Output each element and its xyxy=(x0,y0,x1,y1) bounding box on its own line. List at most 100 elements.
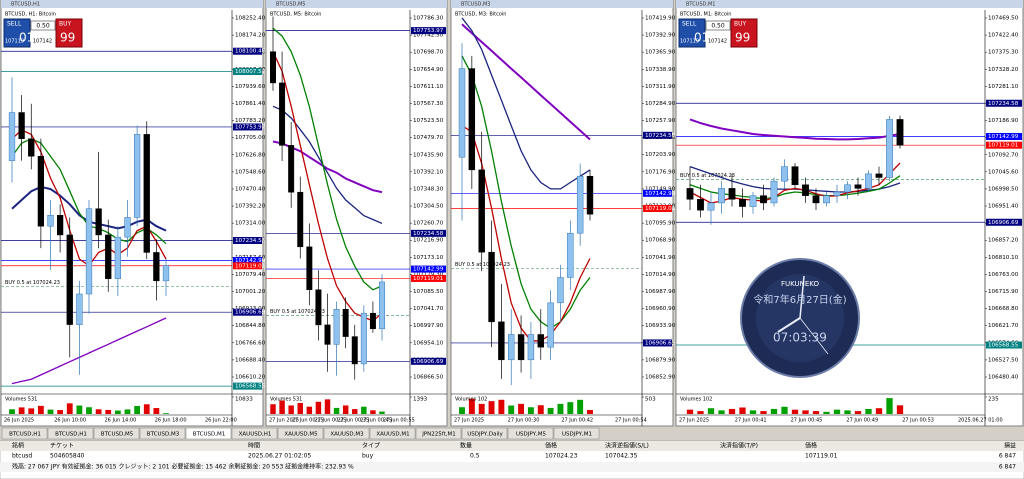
chart-tab[interactable] xyxy=(139,427,186,440)
lot-box[interactable] xyxy=(705,20,731,31)
volume-bar xyxy=(297,403,303,414)
chart-tab[interactable] xyxy=(553,427,600,440)
candle-body xyxy=(85,208,93,295)
y-tick-label: 107068.90 xyxy=(645,238,676,244)
price-level-box xyxy=(986,99,1022,107)
ask-small: 99 xyxy=(735,31,750,45)
candle-body xyxy=(567,232,574,278)
terminal-row-cell[interactable]: 6 847 xyxy=(999,453,1016,460)
terminal-header-cell: 価格 xyxy=(545,442,557,450)
volume-bar xyxy=(306,406,313,414)
panel-caption-text: BTCUSD,M3 xyxy=(461,2,490,8)
candle-body xyxy=(760,195,767,204)
chart-tab[interactable] xyxy=(323,427,370,440)
terminal-row-cell[interactable]: btcusd xyxy=(12,453,32,460)
y-tick-label: 107611.10 xyxy=(413,84,444,90)
y-tick-label: 107079.40 xyxy=(235,272,266,278)
y-tick-label: 106668.80 xyxy=(988,306,1019,312)
terminal-header-cell: タイプ xyxy=(362,442,380,450)
terminal-row-cell[interactable]: 0.5 xyxy=(470,453,480,460)
chart-tab-label: BTCUSD,M3 xyxy=(147,432,180,438)
chart-tab[interactable] xyxy=(461,427,508,440)
panel-label: BTCUSD, M5: Bitcoin xyxy=(270,12,321,18)
chart-tab[interactable] xyxy=(185,427,232,440)
sell-button[interactable] xyxy=(678,18,706,48)
price-level-box xyxy=(643,131,672,139)
order-label: BUY 0.5 at 107024.23 xyxy=(455,262,510,268)
y-tick-label: 107260.70 xyxy=(413,221,444,227)
chart-tab[interactable] xyxy=(93,427,140,440)
x-tick-label: 27 Jun 00:41 xyxy=(735,418,767,424)
candle-body xyxy=(498,321,505,361)
chart-tab[interactable] xyxy=(369,427,416,440)
chart-tab[interactable] xyxy=(231,427,278,440)
terminal-row-cell[interactable]: 504605840 xyxy=(50,453,85,460)
y-tick-label: 107939.60 xyxy=(235,84,266,90)
candle-body xyxy=(105,234,112,279)
candle-body xyxy=(18,112,25,140)
candle-body xyxy=(812,195,820,204)
candle-body xyxy=(333,309,340,345)
candle-body xyxy=(527,334,535,361)
chart-tab[interactable] xyxy=(415,427,462,440)
clock-time: 07:03:39 xyxy=(773,331,827,345)
price-level-box xyxy=(643,204,672,212)
price-level-box xyxy=(233,237,262,245)
panel-caption xyxy=(1,0,263,8)
terminal-row-cell[interactable]: 107042.35 xyxy=(605,453,638,460)
terminal-row-cell[interactable]: buy xyxy=(362,453,374,460)
chart-tab-label: BTCUSD,H1 xyxy=(9,432,41,438)
volume-bar xyxy=(488,401,495,414)
sell-button[interactable] xyxy=(3,18,31,48)
price-level-label: 106568.55 xyxy=(988,342,1019,348)
y-tick-label: 106527.50 xyxy=(988,357,1019,363)
clock-minute-hand xyxy=(799,275,805,319)
volume-title: Volumes 102 xyxy=(680,397,712,403)
candle-body xyxy=(886,119,893,178)
volume-bar xyxy=(324,399,331,414)
y-tick-label: 107216.90 xyxy=(413,238,444,244)
lot-box[interactable] xyxy=(30,20,56,31)
candle-body xyxy=(844,184,851,193)
chart-tab[interactable] xyxy=(507,427,554,440)
buy-button[interactable] xyxy=(55,18,83,48)
volume-bar xyxy=(865,408,872,414)
y-tick-label: 106879.90 xyxy=(645,357,676,363)
terminal-row-cell[interactable]: 107119.01 xyxy=(805,453,838,460)
buy-button[interactable] xyxy=(730,18,758,48)
chart-tab[interactable] xyxy=(1,427,48,440)
volume-bar xyxy=(707,408,715,414)
y-tick-label: 107203.90 xyxy=(645,152,676,158)
terminal-row-cell[interactable]: 107024.23 xyxy=(545,453,578,460)
y-tick-label: 107176.90 xyxy=(645,169,676,175)
y-tick-label: 107567.30 xyxy=(413,101,444,107)
volume-bar xyxy=(770,408,778,414)
y-tick-label: 107654.90 xyxy=(413,67,444,73)
y-tick-label: 107257.90 xyxy=(645,118,676,124)
y-tick-label: 107348.30 xyxy=(413,186,444,192)
candle-body xyxy=(697,199,704,211)
chart-tab[interactable] xyxy=(47,427,94,440)
ask-small: 99 xyxy=(60,31,75,45)
chart-tab[interactable] xyxy=(277,427,324,440)
volume-bar xyxy=(547,407,554,414)
candle-body xyxy=(8,112,16,161)
y-tick-label: 107129.30 xyxy=(413,272,444,278)
terminal-header-cell: 時間 xyxy=(248,442,260,450)
candle-body xyxy=(114,236,122,279)
volume-bar xyxy=(114,410,121,414)
terminal-row-cell[interactable]: 2025.06.27 01:02:05 xyxy=(248,453,311,460)
panel-label: BTCUSD, H1: Bitcoin xyxy=(5,12,56,18)
x-tick-label: 27 Jun 00:30 xyxy=(508,418,540,424)
price-level-box xyxy=(233,68,262,76)
candle-body xyxy=(162,265,170,282)
moving-average xyxy=(272,105,383,224)
panel-label: BTCUSD, M1: Bitcoin xyxy=(680,12,731,18)
price-level-box xyxy=(643,189,672,197)
price-level-label: 107119.01 xyxy=(988,143,1019,149)
y-tick-label: 106715.90 xyxy=(988,289,1019,295)
candle-body xyxy=(306,246,313,291)
y-tick-label: 107626.80 xyxy=(235,152,266,158)
volume-bar xyxy=(518,403,525,414)
